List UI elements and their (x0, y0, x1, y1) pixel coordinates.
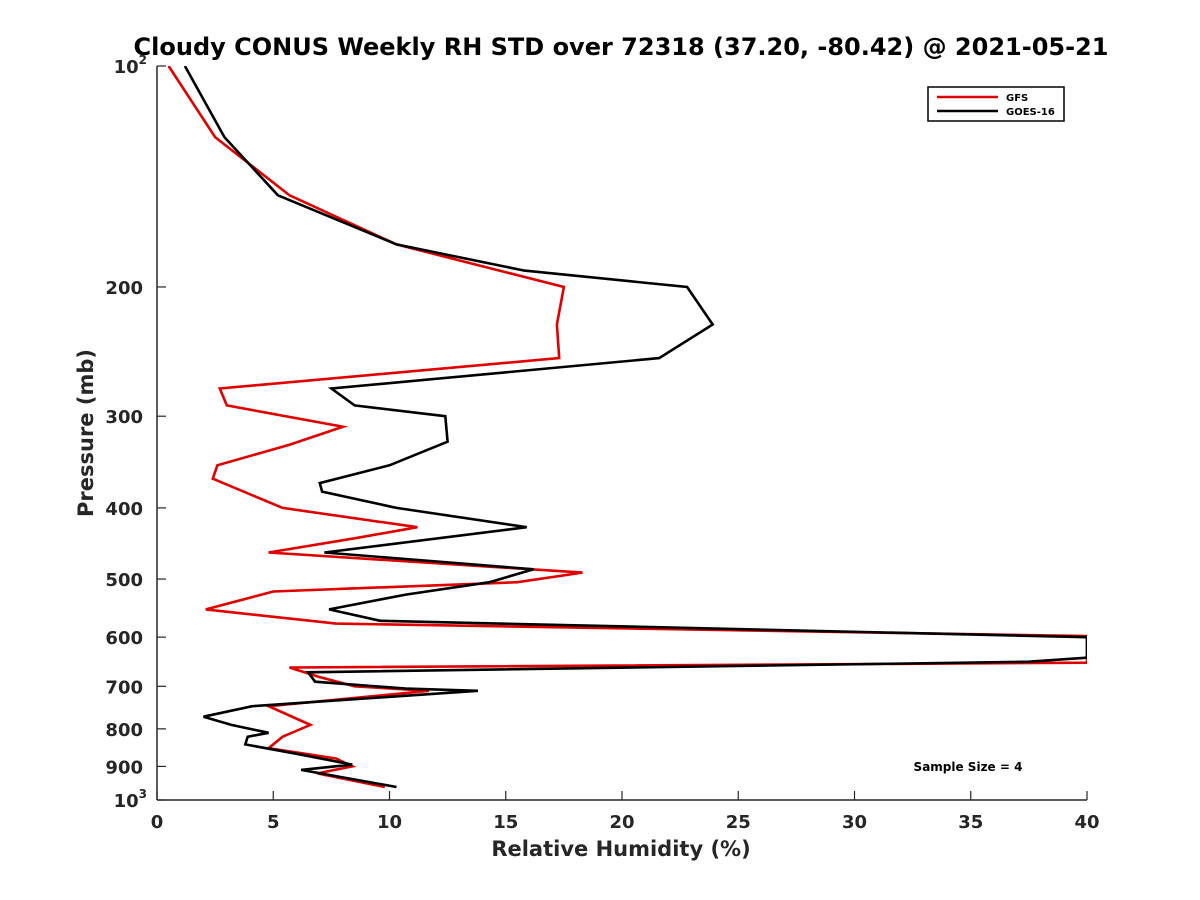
y-axis-label: Pressure (mb) (74, 349, 98, 517)
x-tick-label: 20 (609, 812, 634, 833)
x-tick-label: 40 (1074, 812, 1099, 833)
y-tick-label: 400 (105, 499, 143, 520)
y-tick-label: 102 (114, 53, 147, 78)
x-axis-label: Relative Humidity (%) (491, 837, 750, 861)
x-tick-label: 30 (842, 812, 867, 833)
x-tick-label: 5 (267, 812, 280, 833)
axes-layer: 0 5 10 15 20 25 30 35 40102200300400500600700800… (105, 53, 1099, 833)
sample-size-annotation: Sample Size = 4 (914, 760, 1023, 774)
legend: GFS GOES-16 (927, 86, 1065, 122)
chart-title: Cloudy CONUS Weekly RH STD over 72318 (3… (134, 33, 1109, 61)
y-tick-label-exponent: 3 (139, 787, 147, 801)
y-tick-label-base: 10 (114, 57, 139, 78)
y-tick-label: 103 (114, 787, 147, 812)
series-line-goes-16 (183, 66, 1087, 789)
legend-entry-label: GOES-16 (1006, 107, 1055, 118)
y-tick-label: 900 (105, 757, 143, 778)
y-tick-label: 600 (105, 628, 143, 649)
x-tick-label: 15 (493, 812, 518, 833)
y-tick-label: 300 (105, 407, 143, 428)
x-tick-label: 25 (726, 812, 751, 833)
series-layer (167, 66, 1087, 789)
y-tick-label: 700 (105, 677, 143, 698)
plot-frame (157, 66, 1087, 800)
plot-area: 0 5 10 15 20 25 30 35 40102200300400500600700800… (105, 53, 1099, 833)
y-tick-label: 200 (105, 278, 143, 299)
series-line-gfs (167, 66, 1087, 789)
y-tick-label-base: 10 (114, 791, 139, 812)
x-tick-label: 10 (377, 812, 402, 833)
x-tick-label: 0 (151, 812, 164, 833)
x-tick-label: 35 (958, 812, 983, 833)
legend-entry-label: GFS (1006, 93, 1028, 104)
y-tick-label: 500 (105, 570, 143, 591)
legend-box (927, 86, 1065, 122)
y-tick-label: 800 (105, 720, 143, 741)
y-tick-label-exponent: 2 (139, 53, 147, 67)
